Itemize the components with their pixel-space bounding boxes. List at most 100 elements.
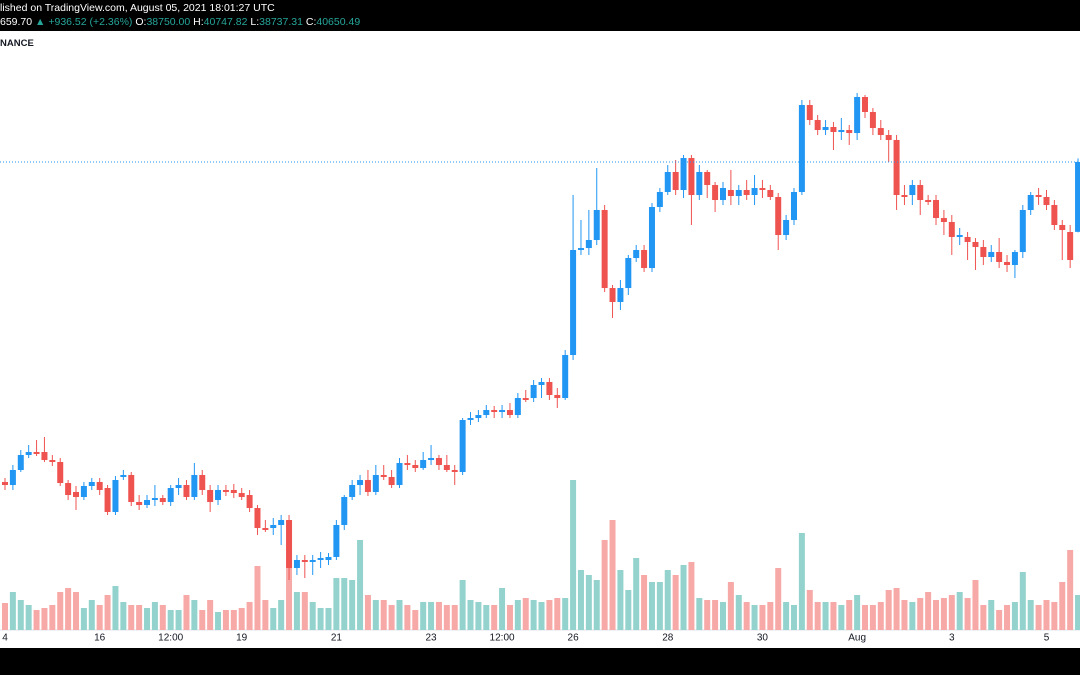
- candle-body: [727, 190, 734, 197]
- candle-body: [96, 481, 103, 491]
- candle-body: [215, 490, 222, 501]
- volume-bar: [648, 582, 655, 630]
- volume-bar: [940, 598, 947, 630]
- volume-bar: [159, 605, 166, 630]
- candle-body: [822, 126, 829, 131]
- x-tick-label: 30: [757, 633, 769, 644]
- volume-bar: [617, 570, 624, 630]
- volume-bar: [633, 558, 640, 630]
- candle-body: [341, 496, 348, 526]
- candle-body: [357, 480, 364, 486]
- x-tick-label: 16: [94, 633, 106, 644]
- candle-body: [380, 475, 387, 477]
- candle-body: [404, 463, 411, 466]
- candle-body: [128, 475, 135, 502]
- candle-body: [491, 410, 498, 412]
- volume-bar: [128, 605, 135, 630]
- candle-body: [262, 528, 269, 531]
- volume-bar: [538, 602, 545, 630]
- candle-body: [372, 475, 379, 492]
- open-label: O:: [135, 16, 147, 28]
- candle-body: [475, 415, 482, 419]
- volume-bar: [317, 608, 324, 630]
- x-tick-label: 23: [425, 633, 437, 644]
- volume-bar: [88, 600, 95, 630]
- volume-bar: [467, 600, 474, 630]
- volume-bar: [230, 610, 237, 630]
- candle-body: [704, 171, 711, 186]
- volume-bar: [783, 602, 790, 630]
- volume-bar: [435, 602, 442, 630]
- volume-bar: [207, 600, 214, 630]
- candle-body: [2, 481, 8, 486]
- volume-bar: [412, 610, 419, 630]
- volume-bar: [988, 600, 995, 630]
- volume-bar: [680, 565, 687, 630]
- candle-body: [585, 240, 592, 249]
- candle-body: [49, 460, 56, 462]
- candle-body: [120, 475, 127, 477]
- volume-bar: [9, 592, 16, 630]
- x-tick-label: 12:00: [490, 633, 515, 644]
- candle-body: [554, 395, 561, 399]
- volume-bar: [585, 575, 592, 630]
- candle-body: [925, 200, 932, 202]
- volume-bar: [215, 612, 222, 630]
- candle-body: [743, 190, 750, 196]
- candle-body: [349, 485, 356, 497]
- candle-body: [459, 420, 466, 472]
- candle-body: [980, 246, 987, 257]
- candle-body: [735, 190, 742, 197]
- candle-body: [783, 220, 790, 236]
- volume-bar: [1011, 602, 1018, 630]
- candle-body: [317, 558, 324, 561]
- volume-bar: [854, 595, 861, 630]
- volume-bar: [712, 600, 719, 630]
- candle-body: [767, 190, 774, 197]
- volume-bar: [530, 600, 537, 630]
- candle-body: [656, 191, 663, 207]
- candle-body: [641, 250, 648, 269]
- volume-bar: [791, 605, 797, 630]
- candle-body: [65, 483, 72, 496]
- volume-bar: [522, 598, 529, 630]
- candle-body: [546, 381, 553, 396]
- footer-bar: [0, 648, 1080, 675]
- candle-body: [278, 520, 285, 526]
- symbol: NANCE: [0, 38, 34, 49]
- candle-body: [41, 451, 48, 461]
- volume-bar: [869, 605, 876, 630]
- volume-bar: [49, 605, 56, 630]
- volume-bar: [2, 603, 8, 630]
- last-price: 659.70: [0, 16, 33, 28]
- candle-body: [806, 105, 813, 121]
- volume-bar: [806, 590, 813, 630]
- volume-bar: [404, 605, 411, 630]
- volume-bar: [925, 592, 932, 630]
- volume-bar: [885, 590, 892, 630]
- x-tick-label: 28: [662, 633, 674, 644]
- volume-bar: [222, 610, 229, 630]
- candle-body: [167, 488, 174, 502]
- volume-bar: [199, 610, 206, 630]
- candle-body: [254, 508, 261, 529]
- volume-bar: [41, 608, 48, 630]
- volume-bar: [798, 533, 805, 630]
- volume-bar: [901, 600, 908, 630]
- volume-bar: [388, 605, 395, 630]
- volume-bar: [554, 598, 561, 630]
- candle-body: [830, 126, 837, 132]
- candle-body: [909, 185, 916, 196]
- candle-body: [940, 218, 947, 222]
- candle-body: [9, 470, 16, 486]
- volume-bar: [120, 602, 127, 630]
- candle-body: [798, 105, 805, 192]
- candle-body: [309, 560, 316, 562]
- candle-body: [593, 210, 600, 241]
- candle-body: [175, 485, 182, 489]
- price-change: ▲ +936.52 (+2.36%): [35, 16, 133, 28]
- candle-body: [791, 191, 797, 221]
- volume-bar: [664, 570, 671, 630]
- volume-bar: [822, 602, 829, 630]
- candle-body: [88, 481, 95, 486]
